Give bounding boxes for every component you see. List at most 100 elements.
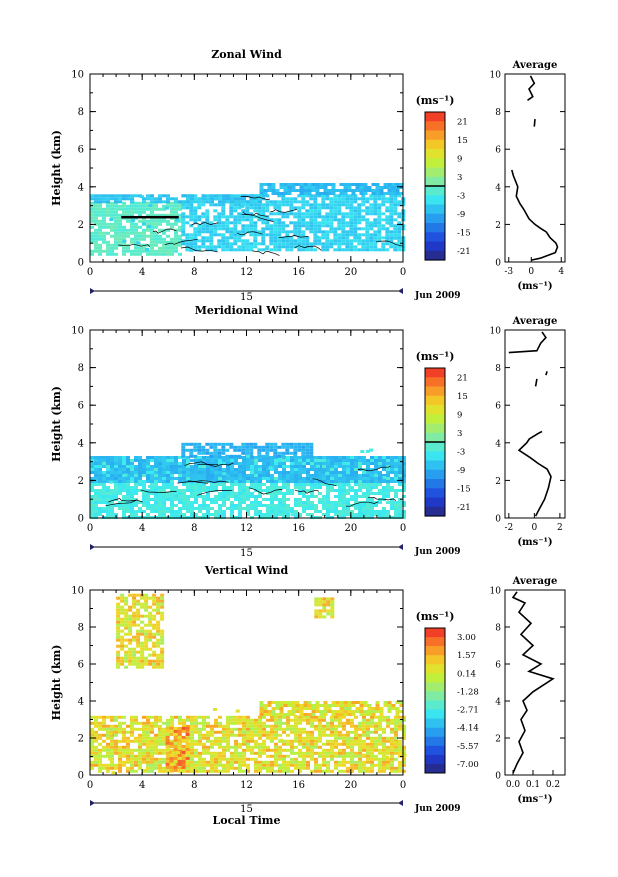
heatmap-cell (398, 471, 402, 474)
heatmap-cell (210, 459, 214, 462)
heatmap-cell (98, 501, 102, 504)
heatmap-cell (383, 476, 387, 479)
heatmap-cell (193, 245, 197, 248)
heatmap-cell (158, 752, 162, 755)
heatmap-cell (284, 186, 288, 189)
heatmap-cell (266, 504, 270, 507)
heatmap-cell (357, 233, 361, 236)
heatmap-cell (250, 749, 254, 752)
heatmap-cell (261, 206, 265, 209)
heatmap-cell (122, 507, 126, 510)
heatmap-cell (337, 221, 341, 224)
heatmap-cell (150, 465, 154, 468)
heatmap-cell (318, 770, 322, 773)
heatmap-cell (205, 218, 209, 221)
heatmap-cell (122, 513, 126, 516)
heatmap-cell (281, 227, 285, 230)
heatmap-cell (170, 501, 174, 504)
heatmap-cell (114, 205, 118, 208)
heatmap-cell (325, 239, 329, 242)
heatmap-cell (230, 734, 234, 737)
heatmap-cell (348, 186, 352, 189)
heatmap-cell (294, 468, 298, 471)
heatmap-cell (273, 452, 277, 455)
heatmap-cell (381, 242, 385, 245)
heatmap-cell (94, 489, 98, 492)
heatmap-cell (114, 731, 118, 734)
heatmap-cell (98, 220, 102, 223)
heatmap-cell (312, 183, 316, 186)
heatmap-cell (241, 239, 245, 242)
heatmap-cell (318, 468, 322, 471)
heatmap-cell (294, 462, 298, 465)
heatmap-cell (198, 728, 202, 731)
heatmap-cell (333, 203, 337, 206)
heatmap-cell (293, 449, 297, 452)
heatmap-cell (350, 456, 354, 459)
heatmap-cell (298, 716, 302, 719)
heatmap-cell (166, 223, 170, 226)
heatmap-cell (310, 459, 314, 462)
heatmap-cell (345, 230, 349, 233)
heatmap-cell (181, 221, 185, 224)
heatmap-cell (242, 471, 246, 474)
heatmap-cell (174, 471, 178, 474)
heatmap-cell (282, 728, 286, 731)
heatmap-cell (94, 205, 98, 208)
colorbar-segment (425, 232, 445, 242)
heatmap-cell (178, 462, 182, 465)
heatmap-cell (282, 495, 286, 498)
heatmap-cell (341, 197, 345, 200)
heatmap-cell (98, 208, 102, 211)
heatmap-cell (98, 734, 102, 737)
heatmap-cell (266, 489, 270, 492)
heatmap-cell (210, 728, 214, 731)
heatmap-cell (118, 477, 122, 480)
heatmap-cell (106, 197, 110, 200)
heatmap-cell (194, 489, 198, 492)
heatmap-cell (333, 239, 337, 242)
heatmap-cell (114, 241, 118, 244)
heatmap-cell (362, 510, 366, 513)
heatmap-cell (394, 770, 398, 773)
heatmap-cell (258, 468, 262, 471)
heatmap-cell (362, 728, 366, 731)
heatmap-cell (94, 498, 98, 501)
heatmap-cell (194, 722, 198, 725)
heatmap-cell (258, 471, 262, 474)
heatmap-cell (118, 761, 122, 764)
heatmap-cell (258, 510, 262, 513)
heatmap-cell (226, 194, 230, 197)
heatmap-cell (378, 749, 382, 752)
heatmap-cell (382, 507, 386, 510)
heatmap-cell (250, 728, 254, 731)
heatmap-cell (292, 704, 296, 707)
heatmap-cell (286, 749, 290, 752)
heatmap-cell (90, 462, 94, 465)
heatmap-cell (277, 452, 281, 455)
heatmap-cell (166, 722, 170, 725)
heatmap-cell (246, 731, 250, 734)
heatmap-cell (289, 248, 293, 251)
heatmap-cell (189, 443, 193, 446)
heatmap-cell (374, 492, 378, 495)
heatmap-cell (270, 740, 274, 743)
heatmap-cell (238, 716, 242, 719)
heatmap-cell (246, 758, 250, 761)
heatmap-cell (245, 218, 249, 221)
heatmap-cell (394, 758, 398, 761)
heatmap-cell (354, 767, 358, 770)
heatmap-cell (366, 725, 370, 728)
heatmap-cell (313, 221, 317, 224)
heatmap-cell (380, 189, 384, 192)
heatmap-cell (150, 477, 154, 480)
heatmap-cell (102, 746, 106, 749)
heatmap-cell (226, 767, 230, 770)
heatmap-cell (266, 767, 270, 770)
heatmap-cell (398, 483, 402, 486)
heatmap-cell (201, 446, 205, 449)
heatmap-cell (306, 734, 310, 737)
heatmap-cell (134, 211, 138, 214)
heatmap-cell (154, 483, 158, 486)
heatmap-cell (201, 224, 205, 227)
